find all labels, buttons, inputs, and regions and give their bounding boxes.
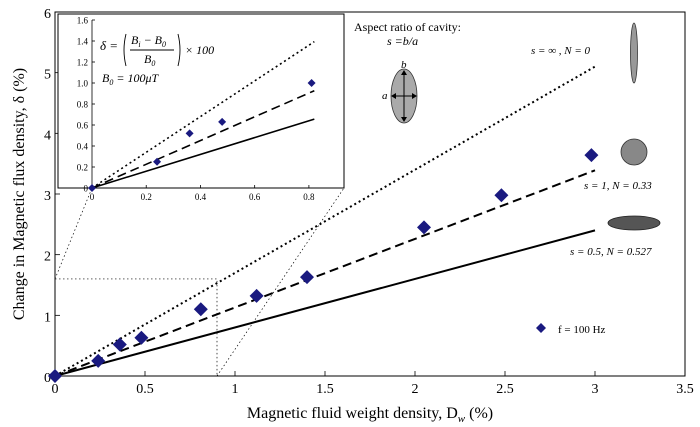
inset-y-tick-label: 1.4 bbox=[77, 37, 89, 47]
eq-b0: B0 = 100μT bbox=[102, 71, 159, 87]
main-y-tick-label: 6 bbox=[44, 7, 51, 22]
inset-x-tick-label: 0.4 bbox=[195, 192, 207, 202]
zoom-connector bbox=[54, 187, 93, 280]
inset-data-point bbox=[153, 157, 162, 166]
main-model-line-dotted bbox=[54, 65, 596, 377]
inset-y-tick-label: 1.6 bbox=[77, 16, 89, 26]
main-ticks: 0 0.5 1 1.5 2 2.5 3 3.5 0 1 2 3 4 5 6 bbox=[44, 7, 694, 397]
eq-numerator: Bi − B0 bbox=[131, 33, 166, 49]
inset-x-tick-label: 0.6 bbox=[249, 192, 261, 202]
sphere-circle-icon bbox=[620, 138, 648, 166]
main-data-point bbox=[193, 302, 208, 317]
main-x-tick-label: 0 bbox=[52, 382, 59, 397]
main-x-tick-label: 3 bbox=[592, 382, 599, 397]
svg-text:δ =: δ = bbox=[100, 38, 118, 53]
zoom-region bbox=[55, 278, 218, 376]
main-x-tick-label: 0.5 bbox=[136, 382, 154, 397]
main-y-tick-label: 2 bbox=[44, 250, 51, 265]
inset-x-tick-label: 0.8 bbox=[303, 192, 315, 202]
inset-y-tick-label: 1.0 bbox=[77, 79, 89, 89]
y-axis-label: Change in Magnetic flux density, δ (%) bbox=[11, 68, 28, 320]
inset-data-point bbox=[185, 129, 194, 138]
label-line-s05: s = 0.5, N = 0.527 bbox=[570, 246, 652, 258]
inset-ticks: 0 0.2 0.4 0.6 0.8 0 0.2 0.4 0.6 0.8 1.0 1.2 1.4 1.6 bbox=[77, 16, 336, 202]
legend-diamond-icon bbox=[536, 323, 546, 333]
main-y-tick-label: 5 bbox=[44, 68, 51, 83]
label-line-sinf: s = ∞ , N = 0 bbox=[531, 45, 591, 57]
main-y-tick-label: 4 bbox=[44, 128, 51, 143]
needle-ellipse-icon bbox=[630, 22, 638, 84]
inset-x-tick-label: 0.2 bbox=[141, 192, 152, 202]
cavity-diagram-icon bbox=[390, 68, 418, 124]
inset-y-tick-label: 0.8 bbox=[77, 100, 89, 110]
main-data-point bbox=[48, 369, 62, 383]
main-data-point bbox=[112, 337, 127, 352]
zoom-guides bbox=[54, 187, 345, 377]
main-x-tick-label: 3.5 bbox=[676, 382, 694, 397]
inset-panel bbox=[57, 13, 345, 189]
inset-model-line-dotted bbox=[91, 40, 315, 189]
inset-model-line-solid bbox=[91, 118, 315, 189]
main-data-point bbox=[249, 288, 264, 303]
inset-y-tick-label: 0.4 bbox=[77, 142, 89, 152]
eq-denominator: B0 bbox=[144, 52, 155, 68]
inset-y-tick-label: 1.2 bbox=[77, 58, 88, 68]
main-y-tick-label: 1 bbox=[44, 310, 51, 325]
main-x-tick-label: 2 bbox=[412, 382, 419, 397]
inset-model-line-dashed bbox=[91, 89, 315, 189]
inset-data-points bbox=[88, 79, 316, 192]
zoom-connector bbox=[216, 187, 345, 377]
main-data-point bbox=[91, 353, 106, 368]
inset-y-tick-label: 0 bbox=[84, 184, 89, 194]
main-model-line-solid bbox=[54, 229, 596, 377]
main-y-tick-label: 3 bbox=[44, 189, 51, 204]
main-x-tick-label: 1.5 bbox=[316, 382, 334, 397]
flat-ellipse-icon bbox=[607, 215, 661, 231]
main-data-points bbox=[48, 148, 599, 383]
x-axis-label: Magnetic fluid weight density, Dw (%) bbox=[247, 405, 493, 425]
legend-label: f = 100 Hz bbox=[558, 324, 606, 336]
main-x-tick-label: 1 bbox=[232, 382, 239, 397]
main-data-point bbox=[584, 148, 599, 163]
main-model-line-dashed bbox=[54, 169, 596, 377]
aspect-ratio-title: Aspect ratio of cavity: bbox=[354, 20, 461, 34]
main-data-point bbox=[494, 188, 509, 203]
inset-y-tick-label: 0.6 bbox=[77, 121, 89, 131]
main-y-tick-label: 0 bbox=[44, 371, 51, 386]
inset-data-point bbox=[218, 117, 227, 126]
cavity-label-a: a bbox=[382, 90, 388, 102]
inset-y-tick-label: 0.2 bbox=[77, 163, 88, 173]
main-model-lines bbox=[54, 65, 596, 377]
inset-model-lines bbox=[91, 40, 315, 189]
inset-equation: δ = Bi − B0 B0 × 100 B0 = 100μT bbox=[100, 33, 214, 87]
label-line-s1: s = 1, N = 0.33 bbox=[584, 180, 652, 192]
main-data-point bbox=[300, 270, 314, 285]
cavity-label-b: b bbox=[401, 59, 407, 71]
aspect-ratio-formula: s =b/a bbox=[387, 34, 418, 48]
inset-data-point bbox=[88, 184, 96, 192]
inset-data-point bbox=[307, 79, 316, 87]
main-x-tick-label: 2.5 bbox=[496, 382, 514, 397]
inset-x-tick-label: 0 bbox=[90, 192, 95, 202]
main-data-point bbox=[417, 220, 431, 235]
main-data-point bbox=[134, 330, 149, 345]
svg-text:× 100: × 100 bbox=[185, 43, 214, 57]
